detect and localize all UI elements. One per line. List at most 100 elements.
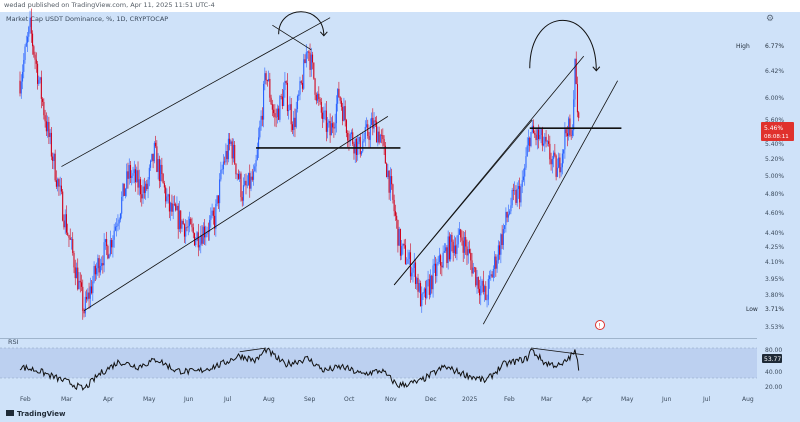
candle [28,25,30,42]
candle [414,259,417,290]
candle [188,211,191,233]
candle [162,173,164,184]
price-high-value: 6.77% [765,43,784,50]
candle [369,118,371,149]
price-tick: 5.60% [765,117,784,124]
price-tick: 4.40% [765,230,784,237]
candle [446,245,448,268]
candle [489,270,491,289]
candle [517,180,519,199]
candle [89,277,91,309]
candle [251,168,253,182]
candle [322,107,324,128]
candle [87,288,89,302]
candle [173,195,175,207]
candle [134,164,137,192]
candle [157,153,159,180]
candle [340,97,342,111]
candle [352,128,354,146]
trendline[interactable] [393,55,585,286]
price-tick: 3.80% [765,292,784,299]
candle [259,120,261,140]
candle [150,159,152,171]
arc-arrow[interactable] [278,11,325,36]
candle [202,222,204,245]
candle [77,258,79,291]
candle [492,265,494,282]
candle [428,274,430,300]
price-axis[interactable]: High 6.77% 6.42% 6.00% 5.46% 08:08:11 5.… [736,43,794,331]
candles [19,8,580,320]
candle [319,97,321,105]
trendline[interactable] [272,24,312,51]
candle [265,70,267,85]
candle [478,279,481,304]
rsi-current-tag [762,354,782,363]
candle [382,128,384,147]
publisher-text: wedad published on TradingView.com, Apr … [4,1,215,9]
candle [59,176,61,196]
candle [132,166,134,184]
candle [550,152,552,171]
candle [334,113,336,136]
rsi-axis[interactable]: 80.00 53.77 40.00 20.00 [762,347,782,391]
candle [37,61,39,90]
alert-icon[interactable]: ! [595,320,605,330]
candle [546,139,548,147]
candle [284,71,286,98]
price-high-label: High [736,43,750,50]
rsi-divergence-line[interactable] [530,347,584,356]
candle [509,209,511,216]
time-tick: Jun [183,396,194,403]
time-tick: Dec [425,396,437,403]
time-axis[interactable]: Feb Mar Apr May Jun Jul Aug Sep Oct Nov … [20,396,754,403]
candle [39,76,41,84]
candle [426,279,428,300]
candle [416,276,418,290]
candle [280,93,282,100]
candle [512,183,514,201]
candle [187,216,189,236]
rsi-label[interactable]: RSI [8,338,19,346]
trendline[interactable] [61,17,331,167]
symbol-title[interactable]: Market Cap USDT Dominance, %, 1D, CRYPTO… [6,15,169,23]
price-tick: 6.00% [765,95,784,102]
candle [84,291,86,317]
candle [44,109,46,128]
rsi-divergence-line[interactable] [239,347,267,353]
candle [21,64,24,90]
candle [240,171,242,202]
candle [551,155,553,174]
candle [327,117,329,139]
candle [401,239,403,260]
candle [131,170,133,186]
time-tick: Nov [385,396,397,403]
candle [30,8,32,43]
candle [185,219,187,244]
candle [418,279,420,293]
candle [482,270,484,295]
arc-arrow[interactable] [529,20,597,71]
trendline[interactable] [482,80,618,325]
candle [151,153,153,162]
candle [520,183,522,207]
candle [494,251,496,278]
candle [260,110,262,131]
candle [182,218,184,225]
candle [217,195,219,209]
trendline[interactable] [83,116,389,312]
candle [147,177,149,199]
candle [304,54,306,64]
candle [347,130,349,148]
candle [544,132,546,152]
candle [532,119,535,134]
gear-icon[interactable]: ⚙ [766,14,775,24]
candle [360,150,363,156]
candle [116,218,118,237]
candle [330,117,332,136]
candle [274,104,276,127]
candle [19,71,21,97]
candle [554,144,556,158]
candle [545,129,547,148]
